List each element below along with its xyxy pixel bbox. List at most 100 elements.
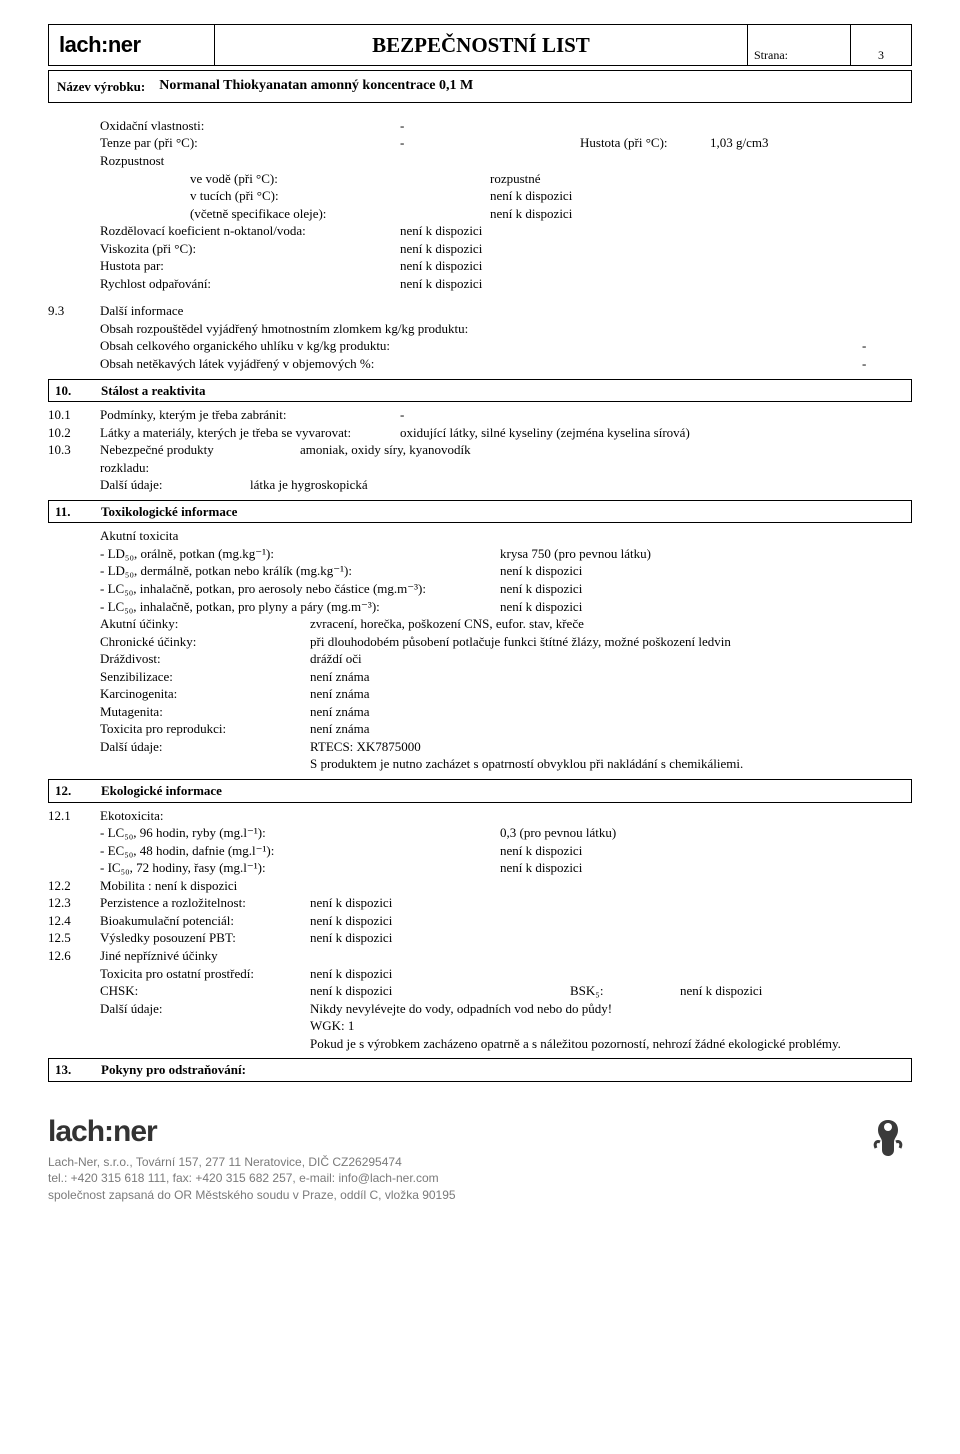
eco-lines: - LC₅₀, 96 hodin, ryby (mg.l⁻¹):0,3 (pro… [100,824,912,877]
obsah-block: Obsah rozpouštědel vyjádřený hmotnostním… [100,320,912,373]
property-value: není k dispozici [490,187,670,205]
property-extra-label [580,275,710,293]
val-10-1: - [400,406,404,424]
property-extra-label [580,117,710,135]
property-extra-label [670,187,800,205]
tox-measure-row: - LD₅₀, orálně, potkan (mg.kg⁻¹):krysa 7… [100,545,912,563]
label-10-1: Podmínky, kterým je třeba zabránit: [100,406,400,424]
section-11-head: 11. Toxikologické informace [48,500,912,524]
tox-kv-val: dráždí oči [310,650,912,668]
row-10-3: 10.3 Nebezpečné produkty amoniak, oxidy … [48,441,912,459]
property-row: Rychlost odpařování:není k dispozici [100,275,912,293]
header-row: lach:ner BEZPEČNOSTNÍ LIST Strana: 3 [48,24,912,66]
property-row: Oxidační vlastnosti:- [100,117,912,135]
tox-kv-val: není známa [310,720,912,738]
product-value: Normanal Thiokyanatan amonný koncentrace… [159,77,473,96]
tox-measure-val: není k dispozici [500,580,582,598]
bsk-val: není k dispozici [680,982,762,1000]
val-12-3: není k dispozici [310,894,392,912]
tox-measure-val: není k dispozici [500,598,582,616]
property-label: ve vodě (při °C): [100,170,490,188]
product-row: Název výrobku: Normanal Thiokyanatan amo… [48,70,912,103]
properties-block: Oxidační vlastnosti:-Tenze par (při °C):… [100,117,912,292]
tox-kv-key: Chronické účinky: [100,633,310,651]
n-9-3: 9.3 [48,302,100,320]
label-12-4: Bioakumulační potenciál: [100,912,310,930]
dalsi-label: Další údaje: [100,1000,310,1018]
n-12-4: 12.4 [48,912,100,930]
property-label: Rozpustnost [100,152,400,170]
row-12-3: 12.3 Perzistence a rozložitelnost: není … [48,894,912,912]
section-13-title: Pokyny pro odstraňování: [101,1061,905,1079]
tox-measure-row: - LD₅₀, dermálně, potkan nebo králík (mg… [100,562,912,580]
property-row: v tucích (při °C):není k dispozici [100,187,912,205]
property-label: v tucích (při °C): [100,187,490,205]
property-label: Tenze par (při °C): [100,134,400,152]
chsk-val: není k dispozici [310,982,570,1000]
label-10-3a: Nebezpečné produkty [100,441,300,459]
tox-measure-val: není k dispozici [500,562,582,580]
property-row: Rozpustnost [100,152,912,170]
footer-text-block: lach:ner Lach-Ner, s.r.o., Tovární 157, … [48,1112,456,1203]
property-value: není k dispozici [400,240,580,258]
obsah3: Obsah netěkavých látek vyjádřený v objem… [100,355,530,373]
tox-kv-val: není známa [310,668,912,686]
property-value: není k dispozici [400,222,580,240]
property-label: (včetně specifikace oleje): [100,205,490,223]
section-11-tail: S produktem je nutno zacházet s opatrnos… [310,755,912,773]
responsible-care-icon [864,1112,912,1160]
label-12-2: Mobilita : není k dispozici [100,877,912,895]
tox-kv-row: Toxicita pro reprodukci:není známa [100,720,912,738]
tox-kv-row: Mutagenita:není známa [100,703,912,721]
page-number: 3 [878,47,884,63]
property-label: Hustota par: [100,257,400,275]
tox-measure-key: - LC₅₀, inhalačně, potkan, pro aerosoly … [100,580,500,598]
tox-kv-val: při dlouhodobém působení potlačuje funkc… [310,633,912,651]
property-extra-label [670,205,800,223]
doc-title-cell: BEZPEČNOSTNÍ LIST [215,24,748,66]
label-10-4: Další údaje: [100,476,250,494]
page-label: Strana: [754,47,788,63]
label-12-6: Jiné nepříznivé účinky [100,947,912,965]
val-12-4: není k dispozici [310,912,392,930]
c-9-3: Další informace [100,302,912,320]
page-number-cell: 3 [851,24,912,66]
tox-measure-row: - LC₅₀, inhalačně, potkan, pro plyny a p… [100,598,912,616]
val-10-2: oxidující látky, silné kyseliny (zejména… [400,424,690,442]
n-12-1: 12.1 [48,807,100,825]
obsah2: Obsah celkového organického uhlíku v kg/… [100,337,530,355]
tox-kv-key: Mutagenita: [100,703,310,721]
property-row: ve vodě (při °C):rozpustné [100,170,912,188]
tox-kv-row: Karcinogenita:není známa [100,685,912,703]
doc-title: BEZPEČNOSTNÍ LIST [372,31,590,59]
page-label-cell: Strana: [748,24,851,66]
logo-cell: lach:ner [48,24,215,66]
page-footer: lach:ner Lach-Ner, s.r.o., Tovární 157, … [0,1102,960,1203]
tox-kv-val: není známa [310,703,912,721]
footer-line2: tel.: +420 315 618 111, fax: +420 315 68… [48,1170,456,1186]
property-extra-label [670,170,800,188]
eco-measure-row: - EC₅₀, 48 hodin, dafnie (mg.l⁻¹):není k… [100,842,912,860]
val-12-5: není k dispozici [310,929,392,947]
eco-measure-key: - IC₅₀, 72 hodiny, řasy (mg.l⁻¹): [100,859,500,877]
label-10-3b: rozkladu: [100,459,912,477]
property-value: není k dispozici [400,275,580,293]
tox-kv-key: Senzibilizace: [100,668,310,686]
row-12-2: 12.2 Mobilita : není k dispozici [48,877,912,895]
tox-measure-key: - LD₅₀, dermálně, potkan nebo králík (mg… [100,562,500,580]
property-row: Viskozita (při °C):není k dispozici [100,240,912,258]
property-extra-value: 1,03 g/cm3 [710,134,769,152]
footer-line1: Lach-Ner, s.r.o., Tovární 157, 277 11 Ne… [48,1154,456,1170]
row-12-5: 12.5 Výsledky posouzení PBT: není k disp… [48,929,912,947]
property-extra-label [580,152,710,170]
line-9-3: 9.3 Další informace [48,302,912,320]
row-10-2: 10.2 Látky a materiály, kterých je třeba… [48,424,912,442]
tox-kv-val: RTECS: XK7875000 [310,738,912,756]
label-12-1: Ekotoxicita: [100,807,912,825]
tox-kv-key: Karcinogenita: [100,685,310,703]
n-10-2: 10.2 [48,424,100,442]
label-12-5: Výsledky posouzení PBT: [100,929,310,947]
section-10-title: Stálost a reaktivita [101,382,905,400]
val-12-6a: není k dispozici [310,965,392,983]
section-11-title: Toxikologické informace [101,503,905,521]
